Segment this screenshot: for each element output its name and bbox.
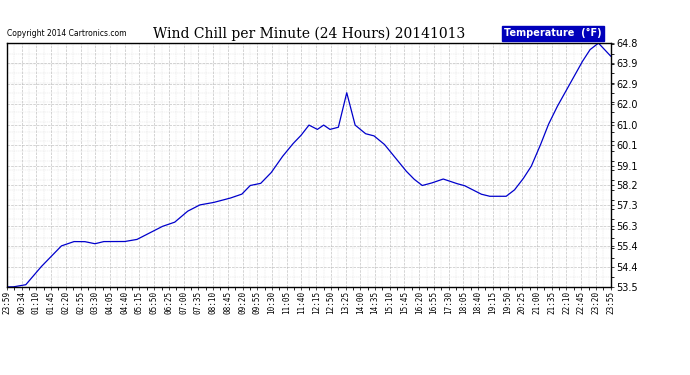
Text: Copyright 2014 Cartronics.com: Copyright 2014 Cartronics.com: [7, 29, 126, 38]
Title: Wind Chill per Minute (24 Hours) 20141013: Wind Chill per Minute (24 Hours) 2014101…: [152, 26, 465, 40]
Text: Temperature  (°F): Temperature (°F): [504, 28, 602, 38]
